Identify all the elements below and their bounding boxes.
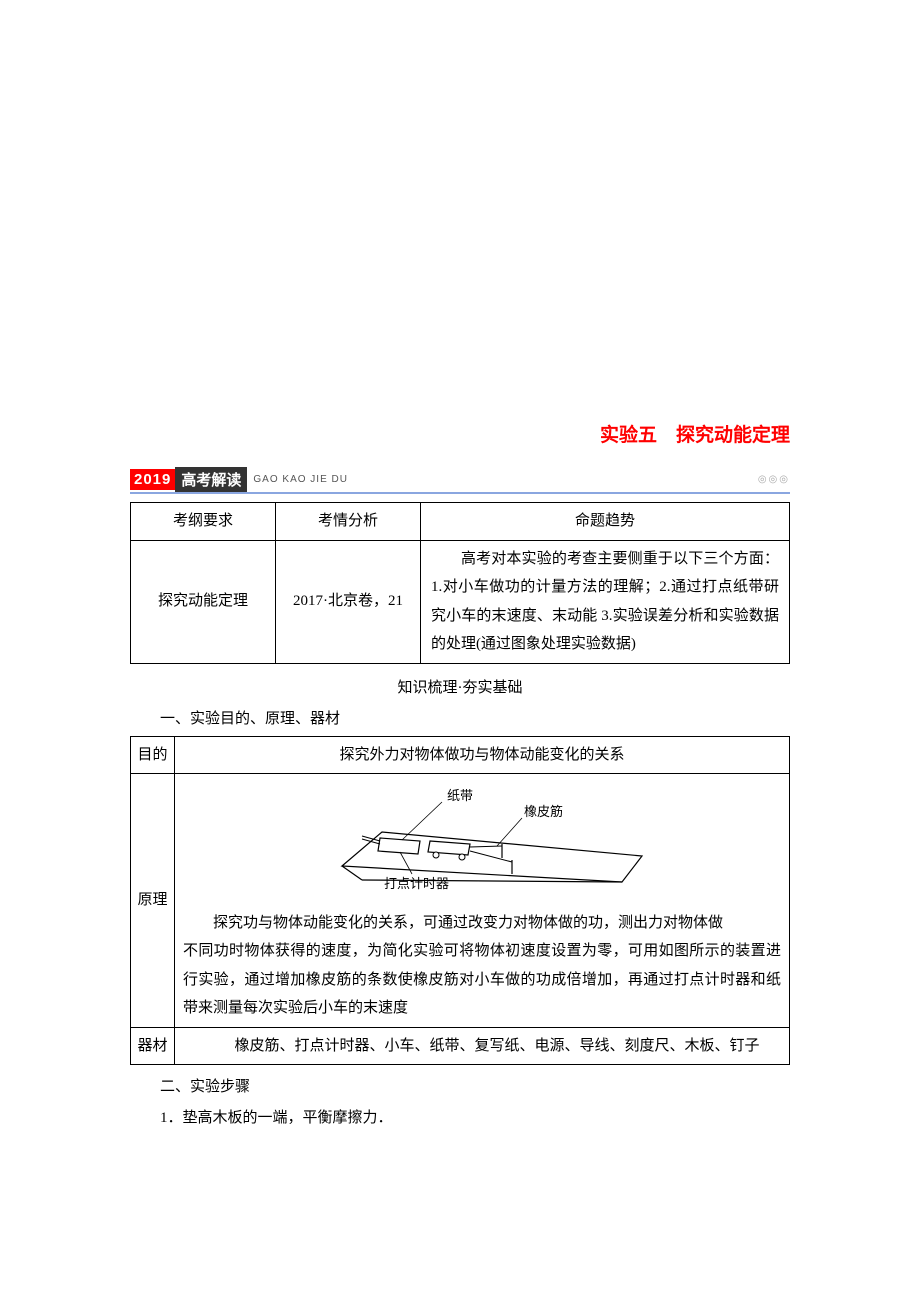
outline-table: 考纲要求 考情分析 命题趋势 探究动能定理 2017·北京卷，21 高考对本实验… (130, 502, 790, 664)
label-paper-tape: 纸带 (447, 788, 473, 803)
principle-text: 探究功与物体动能变化的关系，可通过改变力对物体做的功，测出力对物体做 不同功时物… (183, 909, 781, 1023)
equipment-text: 橡皮筋、打点计时器、小车、纸带、复写纸、电源、导线、刻度尺、木板、钉子 (175, 1027, 790, 1065)
section-label: 一、实验目的、原理、器材 (130, 707, 790, 728)
outline-header: 考情分析 (275, 503, 420, 541)
banner: 2019高考解读 GAO KAO JIE DU ◎◎◎ (130, 467, 790, 494)
table-row: 目的 探究外力对物体做功与物体动能变化的关系 (131, 736, 790, 774)
banner-pinyin: GAO KAO JIE DU (253, 474, 348, 485)
outline-cell: 高考对本实验的考查主要侧重于以下三个方面：1.对小车做功的计量方法的理解；2.通… (420, 540, 789, 663)
outline-cell: 探究动能定理 (131, 540, 276, 663)
subhead: 知识梳理·夯实基础 (130, 676, 790, 697)
label-timer: 打点计时器 (384, 876, 449, 891)
row-label-equipment: 器材 (131, 1027, 175, 1065)
outline-header: 命题趋势 (420, 503, 789, 541)
table-row: 器材 橡皮筋、打点计时器、小车、纸带、复写纸、电源、导线、刻度尺、木板、钉子 (131, 1027, 790, 1065)
table-row: 原理 (131, 774, 790, 1028)
principle-cell: 纸带 橡皮筋 打点计时器 探究功与物体动能变化的关系，可通过改变力对物体做的功，… (175, 774, 790, 1028)
table-row: 探究动能定理 2017·北京卷，21 高考对本实验的考查主要侧重于以下三个方面：… (131, 540, 790, 663)
label-rubber-band: 橡皮筋 (524, 804, 563, 819)
experiment-table: 目的 探究外力对物体做功与物体动能变化的关系 原理 (130, 736, 790, 1066)
row-label-purpose: 目的 (131, 736, 175, 774)
purpose-text: 探究外力对物体做功与物体动能变化的关系 (175, 736, 790, 774)
doc-title: 实验五 探究动能定理 (130, 420, 790, 447)
section-label: 二、实验步骤 (130, 1075, 790, 1096)
banner-label: 高考解读 (175, 467, 247, 492)
step-text: 1．垫高木板的一端，平衡摩擦力． (130, 1104, 790, 1133)
outline-cell: 2017·北京卷，21 (275, 540, 420, 663)
banner-year: 2019 (130, 469, 175, 490)
apparatus-diagram: 纸带 橡皮筋 打点计时器 (183, 778, 781, 909)
banner-dots-icon: ◎◎◎ (758, 474, 790, 485)
table-row: 考纲要求 考情分析 命题趋势 (131, 503, 790, 541)
row-label-principle: 原理 (131, 774, 175, 1028)
outline-header: 考纲要求 (131, 503, 276, 541)
